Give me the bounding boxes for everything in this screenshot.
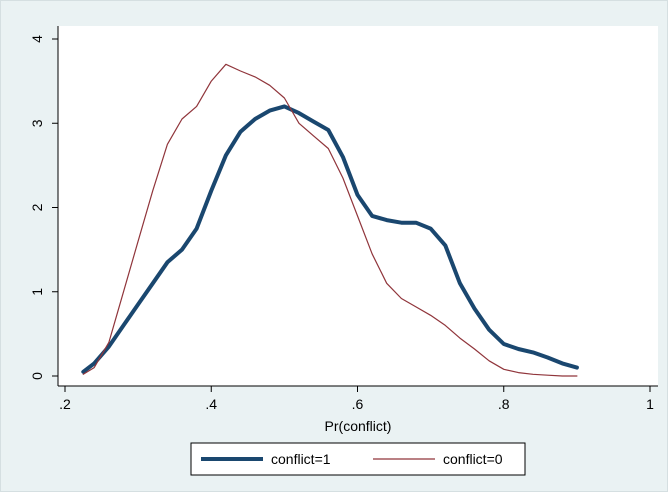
x-tick-label: .6 xyxy=(352,396,364,412)
y-tick-label: 3 xyxy=(29,119,45,127)
x-tick-label: .2 xyxy=(59,396,71,412)
legend-label-conflict-0: conflict=0 xyxy=(443,451,503,467)
plot-area xyxy=(58,26,658,386)
y-ticks-layer: 0 1 2 3 4 xyxy=(29,35,58,380)
y-tick-label: 2 xyxy=(29,203,45,211)
y-tick-label: 1 xyxy=(29,288,45,296)
x-tick-label: 1 xyxy=(646,396,654,412)
x-tick-label: .4 xyxy=(205,396,217,412)
x-ticks-layer: .2 .4 .6 .8 1 xyxy=(59,386,654,412)
y-tick-label: 0 xyxy=(29,372,45,380)
legend-label-conflict-1: conflict=1 xyxy=(271,451,331,467)
y-tick-label: 4 xyxy=(29,35,45,43)
series-line-conflict-1 xyxy=(81,104,579,374)
series-line-conflict-0 xyxy=(82,63,578,377)
series-layer xyxy=(81,63,579,377)
legend: conflict=1 conflict=0 xyxy=(190,442,526,476)
x-axis-title: Pr(conflict) xyxy=(325,418,392,434)
x-tick-label: .8 xyxy=(498,396,510,412)
